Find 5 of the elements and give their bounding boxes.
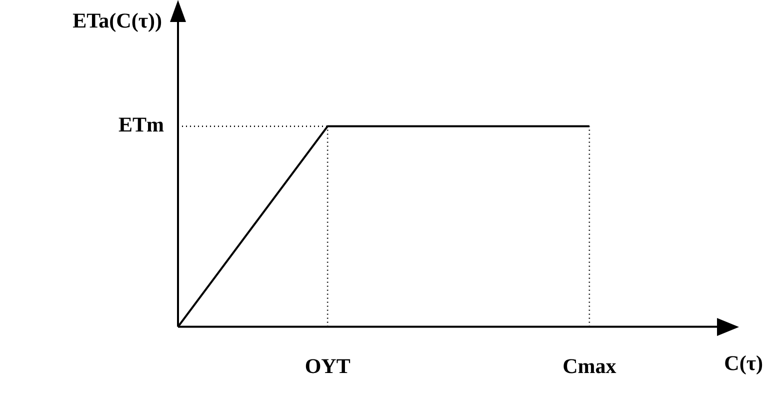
- y-axis-title: ETa(C(τ)): [72, 8, 162, 32]
- x-tick-label: Cmax: [562, 354, 617, 378]
- x-tick-label: OYT: [304, 354, 350, 378]
- text: ETm: [118, 112, 164, 137]
- x-axis-title: C(τ): [724, 351, 763, 376]
